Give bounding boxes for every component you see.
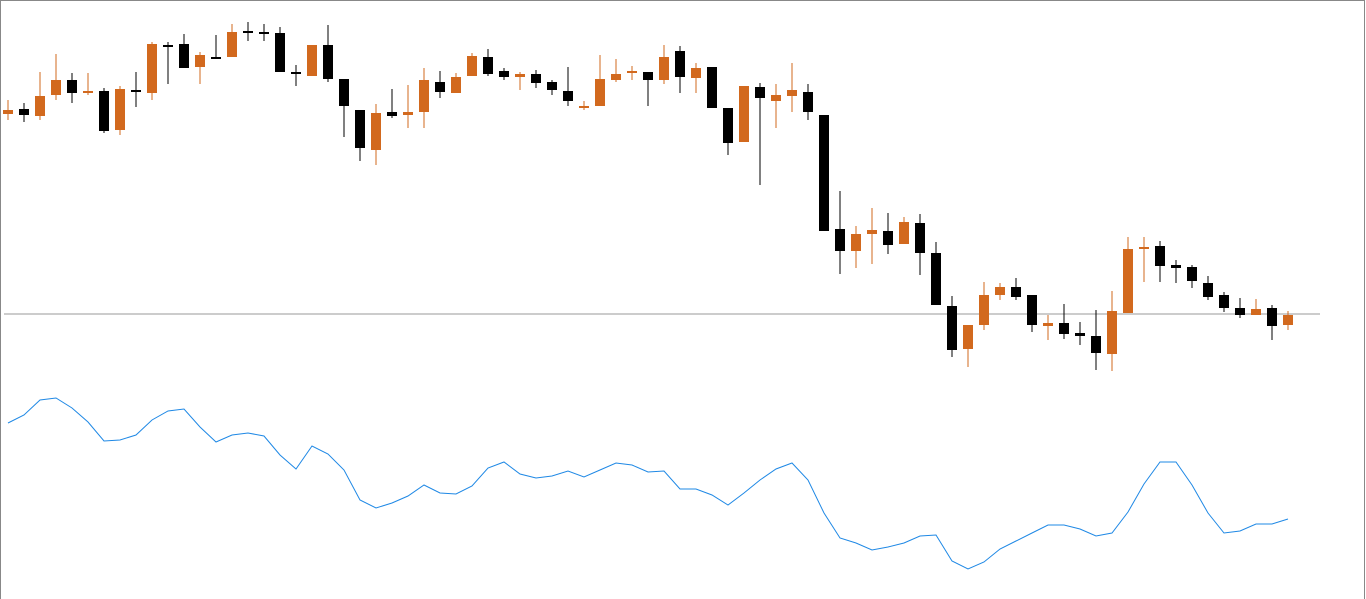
candle-body xyxy=(1011,287,1021,297)
candle-body xyxy=(691,68,701,78)
candle-body xyxy=(707,67,717,108)
candle-body xyxy=(195,55,205,67)
candle-body xyxy=(387,112,397,116)
candle-body xyxy=(467,56,477,76)
candle-body xyxy=(499,71,509,77)
candle-body xyxy=(307,45,317,76)
candle-body xyxy=(1267,308,1277,326)
candle-body xyxy=(1251,309,1261,315)
candle-body xyxy=(419,80,429,112)
candle-body xyxy=(995,287,1005,295)
candle-body xyxy=(323,45,333,79)
candle-body xyxy=(739,86,749,142)
candle-body xyxy=(1091,336,1101,353)
candle-body xyxy=(963,325,973,349)
candle-body xyxy=(915,223,925,253)
candle-body xyxy=(659,57,669,80)
candle-body xyxy=(1139,247,1149,249)
candle-body xyxy=(371,113,381,150)
candle-body xyxy=(883,231,893,245)
candle-body xyxy=(3,110,13,114)
candle-body xyxy=(483,57,493,74)
candle-body xyxy=(627,71,637,73)
candle-body xyxy=(899,222,909,244)
candle-body xyxy=(1027,295,1037,325)
candle-body xyxy=(771,95,781,101)
candle-body xyxy=(19,109,29,115)
candle-body xyxy=(1235,308,1245,315)
candle-body xyxy=(1155,246,1165,266)
candle-body xyxy=(867,230,877,234)
candle-body xyxy=(1043,323,1053,326)
candle-body xyxy=(579,106,589,108)
candle-body xyxy=(131,90,141,92)
candle-body xyxy=(947,306,957,350)
candle-body xyxy=(115,89,125,130)
candle-body xyxy=(675,51,685,77)
candle-body xyxy=(787,90,797,96)
candle-body xyxy=(435,82,445,92)
candle-body xyxy=(275,33,285,72)
candle-body xyxy=(547,82,557,90)
candle-body xyxy=(819,115,829,231)
candle-body xyxy=(211,57,221,59)
candle-body xyxy=(83,91,93,93)
candle-body xyxy=(515,74,525,77)
candle-body xyxy=(595,79,605,106)
candle-body xyxy=(179,44,189,68)
candle-body xyxy=(243,31,253,33)
candle-body xyxy=(163,45,173,47)
candle-body xyxy=(563,91,573,101)
candle-body xyxy=(931,253,941,305)
candle-body xyxy=(755,87,765,98)
candle-body xyxy=(1283,315,1293,325)
candle-body xyxy=(259,32,269,34)
candle-body xyxy=(851,234,861,251)
candle-body xyxy=(1107,311,1117,354)
candle-body xyxy=(227,32,237,57)
indicator-line xyxy=(7,397,1289,570)
candle-body xyxy=(531,74,541,83)
candle-body xyxy=(339,79,349,106)
candle-body xyxy=(1203,283,1213,297)
candle-body xyxy=(611,74,621,80)
candle-body xyxy=(979,295,989,325)
candle-body xyxy=(67,80,77,93)
candle-body xyxy=(147,44,157,93)
candle-body xyxy=(35,96,45,116)
candle-body xyxy=(51,80,61,95)
candle-body xyxy=(1059,323,1069,334)
candle-body xyxy=(643,72,653,80)
candle-body xyxy=(723,108,733,143)
candle-body xyxy=(835,229,845,251)
candle-body xyxy=(451,77,461,93)
candle-body xyxy=(1075,333,1085,336)
candle-body xyxy=(1171,265,1181,268)
candle-body xyxy=(1219,295,1229,308)
candle-body xyxy=(291,72,301,74)
candle-body xyxy=(355,110,365,148)
candle-body xyxy=(1187,267,1197,281)
candle-body xyxy=(99,91,109,131)
candle-body xyxy=(803,92,813,112)
candle-body xyxy=(1123,249,1133,313)
candle-body xyxy=(403,112,413,115)
